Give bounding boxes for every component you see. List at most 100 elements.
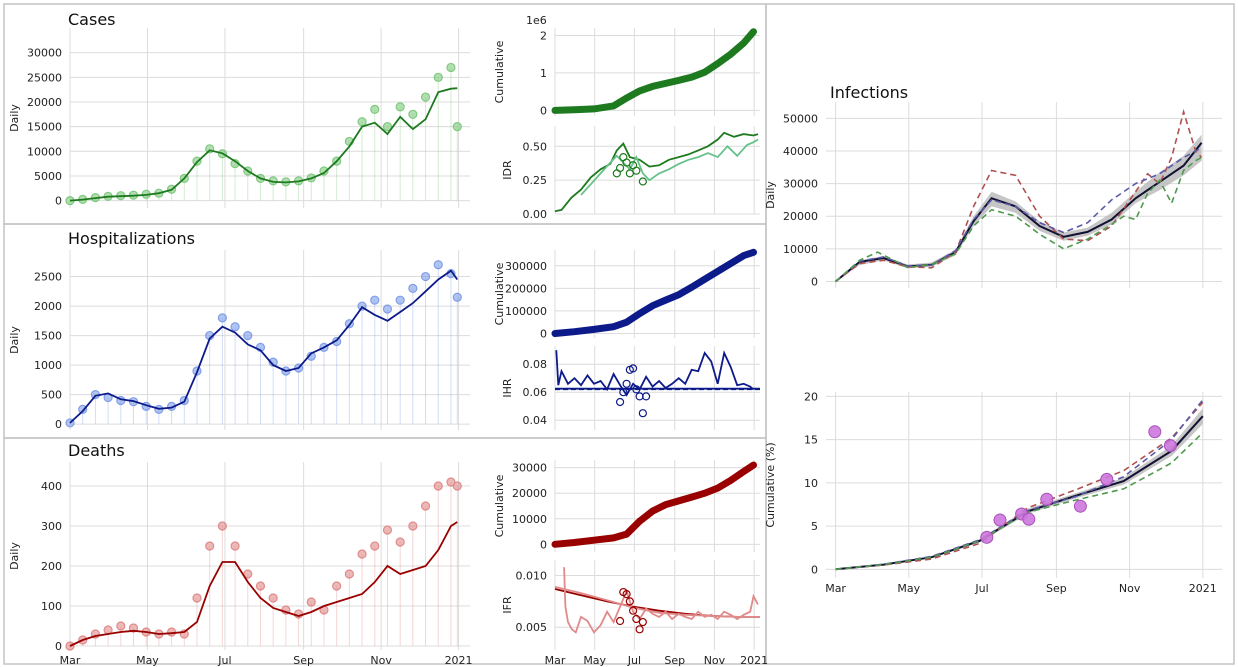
- y-tick-label: 200: [41, 560, 62, 573]
- data-point: [357, 117, 367, 127]
- data-point: [255, 581, 266, 591]
- data-point: [408, 283, 418, 293]
- hosp-ihr-panel: 0.04 0.06 0.08 IHR: [501, 346, 760, 430]
- x-tick-label: 2021: [1189, 582, 1217, 595]
- data-point: [642, 392, 651, 401]
- data-point: [128, 623, 139, 633]
- series-line: [835, 146, 1202, 283]
- series-line: [555, 350, 755, 397]
- data-point: [632, 385, 641, 394]
- deaths-cumulative-panel: 0 10000 20000 30000 Cumulative: [493, 460, 760, 552]
- y-tick-label: 0.010: [516, 570, 548, 583]
- data-point: [622, 379, 631, 388]
- y-tick-label: 2500: [34, 271, 62, 284]
- y-tick-label: 400: [41, 480, 62, 493]
- series-line: [69, 269, 459, 424]
- data-point: [446, 62, 456, 73]
- y-tick-label: 300000: [505, 260, 547, 273]
- y-axis-label: IHR: [501, 378, 514, 398]
- data-point: [306, 597, 316, 607]
- series-line: [551, 28, 757, 114]
- data-point: [638, 409, 647, 418]
- data-point: [452, 292, 462, 302]
- series-line: [580, 138, 759, 196]
- data-point: [395, 537, 405, 547]
- deaths-ifr-panel: 0.005 0.010 Mar May Jul Sep Nov 2021 IFR: [501, 560, 768, 667]
- y-tick-label: 100000: [505, 305, 547, 318]
- x-tick-label: Mar: [825, 582, 846, 595]
- data-point: [452, 481, 462, 491]
- data-point: [628, 364, 638, 373]
- series-line: [835, 399, 1204, 571]
- y-tick-label: 10000: [783, 243, 818, 256]
- data-point: [230, 322, 240, 332]
- hosp-daily-panel: 0 500 1000 1500 2000 2500 Daily: [8, 250, 470, 431]
- y-tick-label: 0.005: [516, 621, 548, 634]
- y-tick-label: 2: [540, 29, 547, 42]
- data-point: [408, 109, 418, 119]
- x-tick-label: Jul: [217, 654, 231, 667]
- data-point: [433, 72, 443, 82]
- series-line: [554, 131, 759, 213]
- x-tick-label: Nov: [704, 654, 726, 667]
- y-tick-label: 0: [540, 104, 547, 117]
- data-point: [217, 521, 227, 531]
- data-point: [632, 166, 641, 175]
- data-point: [615, 397, 625, 407]
- cases-title: Cases: [68, 10, 116, 29]
- data-point: [452, 122, 462, 132]
- y-axis-label: Daily: [8, 542, 21, 570]
- series-line: [551, 461, 757, 548]
- y-tick-label: 15: [804, 434, 818, 447]
- y-tick-label: 0: [540, 327, 547, 340]
- y-tick-label: 500: [41, 389, 62, 402]
- cases-cumulative-panel: 0 1 2 Cumulative: [493, 28, 760, 117]
- serosurvey-point: [1148, 425, 1162, 439]
- infections-cumulative-panel: 0 5 10 15 20 Mar May Jul Sep Nov 2021 Cumulative (%…: [764, 390, 1222, 595]
- series-line: [835, 156, 1202, 283]
- x-tick-label: Jul: [974, 582, 988, 595]
- data-point: [166, 627, 177, 637]
- y-tick-label: 10: [804, 477, 818, 490]
- data-point: [332, 336, 342, 347]
- y-tick-label: 15000: [27, 121, 62, 134]
- data-point: [446, 477, 456, 487]
- y-tick-label: 1: [540, 67, 547, 80]
- x-tick-label: Nov: [1119, 582, 1141, 595]
- data-point: [615, 163, 625, 173]
- series-line: [563, 567, 759, 634]
- y-tick-label: 40000: [783, 145, 818, 158]
- y-tick-label: 0: [55, 418, 62, 431]
- y-tick-label: 0.00: [523, 208, 548, 221]
- data-point: [230, 541, 240, 551]
- y-tick-label: 20000: [783, 210, 818, 223]
- y-tick-label: 0.06: [523, 386, 548, 399]
- data-point: [635, 625, 644, 634]
- y-tick-label: 300: [41, 520, 62, 533]
- y-tick-label: 0.25: [523, 174, 548, 187]
- serosurvey-point: [1100, 472, 1114, 486]
- y-tick-label: 1500: [34, 330, 62, 343]
- y-tick-label: 50000: [783, 112, 818, 125]
- series-line: [835, 401, 1204, 571]
- x-tick-label: Sep: [293, 654, 314, 667]
- y-axis-label: Daily: [8, 104, 21, 132]
- data-point: [420, 501, 431, 511]
- deaths-title: Deaths: [68, 441, 125, 460]
- y-axis-label: Cumulative: [493, 474, 506, 537]
- data-point: [395, 102, 405, 112]
- x-tick-label: Sep: [1046, 582, 1067, 595]
- data-point: [420, 271, 431, 282]
- data-point: [638, 617, 647, 627]
- y-tick-label: 5000: [34, 170, 62, 183]
- data-point: [205, 541, 215, 551]
- data-point: [433, 481, 443, 491]
- series-line: [69, 521, 458, 647]
- x-tick-label: Jul: [627, 654, 641, 667]
- x-tick-label: Mar: [60, 654, 81, 667]
- serosurvey-point: [980, 530, 994, 544]
- y-tick-label: 0: [540, 538, 547, 551]
- y-axis-label: Cumulative (%): [764, 442, 777, 527]
- y-tick-label: 0: [55, 640, 62, 653]
